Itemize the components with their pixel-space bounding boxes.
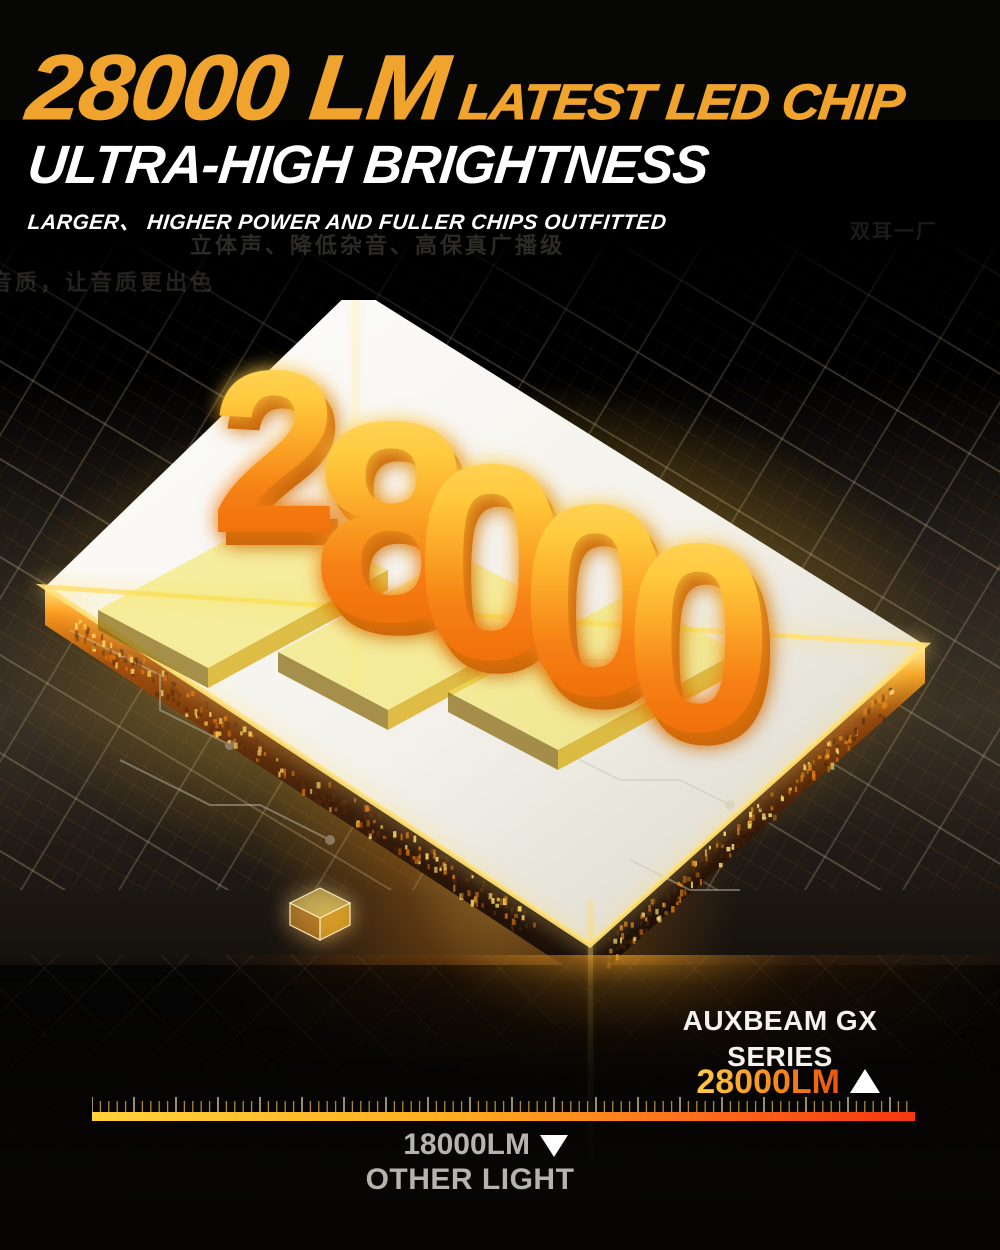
svg-text:0: 0 (624, 487, 773, 787)
